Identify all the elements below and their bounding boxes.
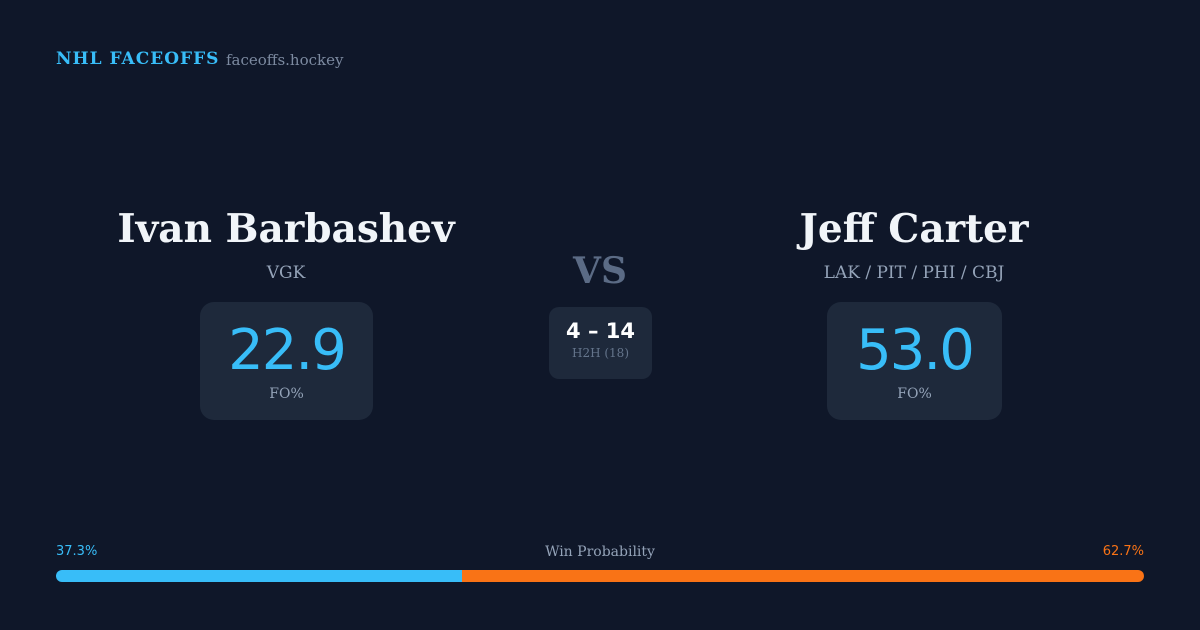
left-fo-label: FO% xyxy=(269,386,304,402)
right-fo-label: FO% xyxy=(897,386,932,402)
right-fo-card: 53.0 FO% xyxy=(827,302,1002,420)
brand-title: NHL FACEOFFS xyxy=(56,49,220,69)
h2h-score: 4 – 14 xyxy=(566,319,635,343)
left-fo-card: 22.9 FO% xyxy=(200,302,373,420)
h2h-card: 4 – 14 H2H (18) xyxy=(549,307,652,379)
vs-label: VS xyxy=(573,250,627,292)
right-player-name: Jeff Carter xyxy=(799,206,1029,252)
win-probability-bar xyxy=(56,570,1144,582)
left-fo-value: 22.9 xyxy=(228,318,347,383)
win-bar-right xyxy=(461,570,1144,582)
left-player-name: Ivan Barbashev xyxy=(117,206,455,252)
win-probability-label: Win Probability xyxy=(545,544,655,560)
h2h-label: H2H (18) xyxy=(571,346,629,360)
left-player-team: VGK xyxy=(266,263,306,283)
right-player-team: LAK / PIT / PHI / CBJ xyxy=(823,263,1005,283)
win-bar-left xyxy=(56,570,462,582)
right-fo-value: 53.0 xyxy=(856,318,975,383)
left-win-prob: 37.3% xyxy=(56,544,98,559)
right-win-prob: 62.7% xyxy=(1102,544,1144,559)
site-url: faceoffs.hockey xyxy=(226,51,344,69)
